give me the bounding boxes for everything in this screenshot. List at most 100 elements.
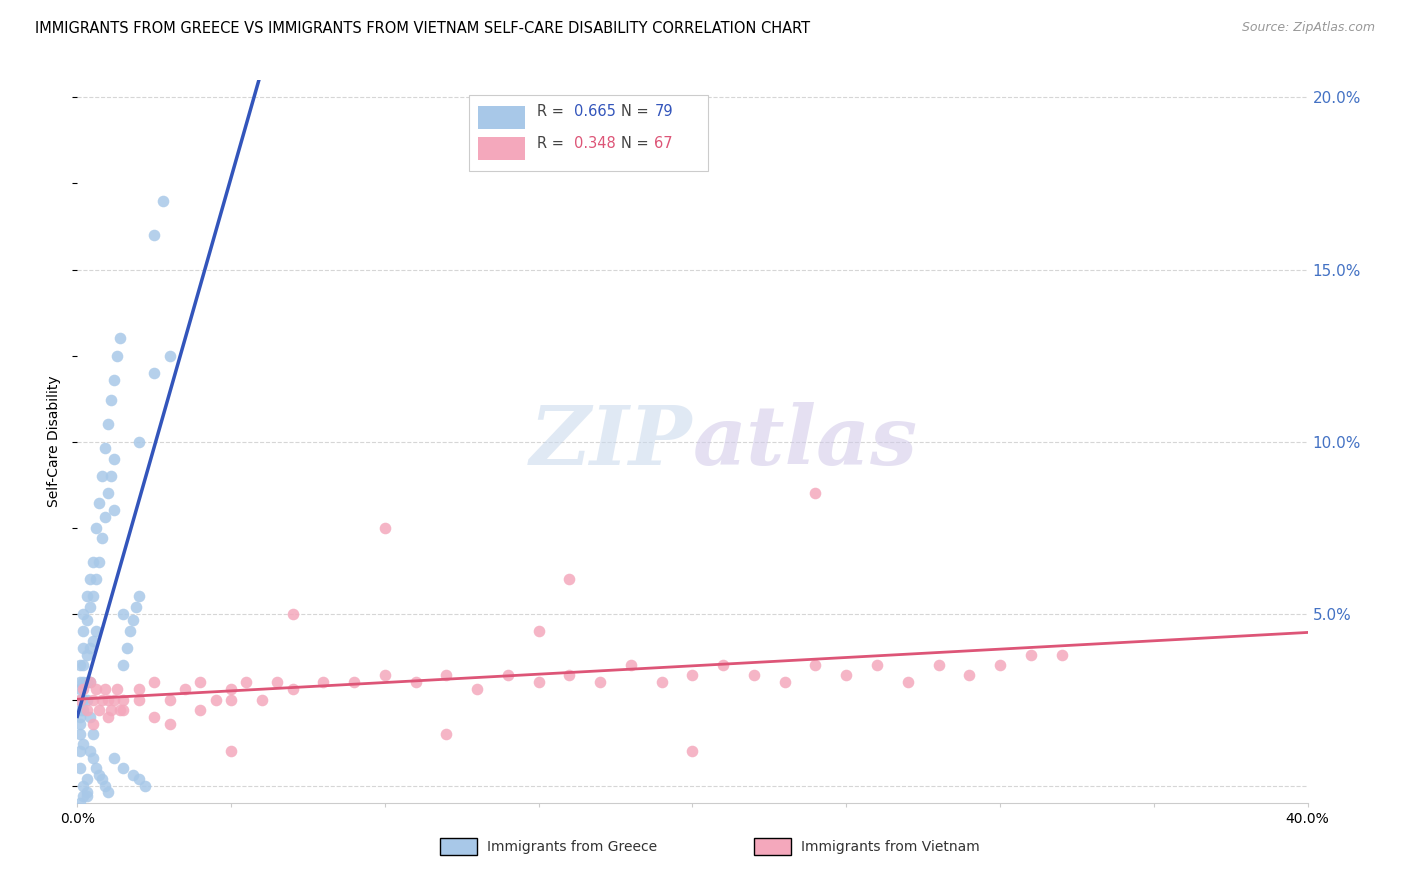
Point — [742, 668, 765, 682]
Y-axis label: Self-Care Disability: Self-Care Disability — [48, 376, 62, 508]
Point — [82, 634, 104, 648]
Point — [76, 785, 98, 799]
Point — [76, 614, 98, 628]
Point — [281, 682, 304, 697]
Point — [69, 710, 91, 724]
Point — [72, 624, 94, 638]
Point — [87, 703, 110, 717]
Point — [76, 789, 98, 803]
Point — [496, 668, 519, 682]
Point — [97, 417, 120, 432]
Point — [100, 393, 122, 408]
Point — [143, 675, 166, 690]
Point — [527, 675, 550, 690]
Point — [112, 692, 135, 706]
Point — [72, 737, 94, 751]
Point — [82, 692, 104, 706]
Point — [159, 716, 181, 731]
Point — [76, 703, 98, 717]
Point — [436, 727, 458, 741]
Point — [143, 710, 166, 724]
Text: 0.665: 0.665 — [575, 103, 616, 119]
Point — [558, 572, 581, 586]
Point — [128, 692, 150, 706]
FancyBboxPatch shape — [754, 838, 792, 855]
Point — [90, 772, 114, 786]
Point — [84, 682, 107, 697]
Point — [97, 486, 120, 500]
Point — [87, 768, 110, 782]
Point — [128, 590, 150, 604]
Point — [72, 640, 94, 655]
Point — [527, 624, 550, 638]
Point — [128, 772, 150, 786]
Point — [69, 682, 91, 697]
Point — [219, 744, 242, 758]
Point — [72, 779, 94, 793]
Point — [69, 675, 91, 690]
Point — [82, 716, 104, 731]
Point — [69, 703, 91, 717]
Point — [558, 668, 581, 682]
Point — [374, 520, 396, 534]
Text: 0.348: 0.348 — [575, 136, 616, 151]
Point — [103, 373, 125, 387]
Point — [121, 768, 143, 782]
Point — [465, 682, 488, 697]
Point — [1019, 648, 1042, 662]
Text: 79: 79 — [654, 103, 673, 119]
Point — [69, 744, 91, 758]
Text: Immigrants from Greece: Immigrants from Greece — [486, 840, 657, 854]
Point — [84, 520, 107, 534]
Point — [76, 590, 98, 604]
Point — [112, 607, 135, 621]
Point — [235, 675, 257, 690]
Point — [159, 349, 181, 363]
Point — [72, 789, 94, 803]
Point — [94, 682, 117, 697]
Point — [143, 228, 166, 243]
Point — [100, 703, 122, 717]
Point — [76, 772, 98, 786]
Point — [620, 658, 643, 673]
Point — [79, 710, 101, 724]
Point — [103, 451, 125, 466]
Point — [110, 703, 132, 717]
Point — [72, 607, 94, 621]
Point — [928, 658, 950, 673]
Point — [957, 668, 980, 682]
Point — [103, 692, 125, 706]
Point — [90, 469, 114, 483]
Point — [84, 761, 107, 775]
Point — [69, 727, 91, 741]
Point — [94, 510, 117, 524]
Point — [159, 692, 181, 706]
Text: ZIP: ZIP — [530, 401, 693, 482]
FancyBboxPatch shape — [478, 105, 526, 128]
Point — [152, 194, 174, 208]
Point — [100, 469, 122, 483]
Point — [76, 648, 98, 662]
Point — [72, 806, 94, 821]
Text: N =: N = — [621, 103, 654, 119]
Point — [94, 779, 117, 793]
Point — [219, 692, 242, 706]
Point — [76, 675, 98, 690]
Point — [72, 703, 94, 717]
Point — [72, 675, 94, 690]
Text: IMMIGRANTS FROM GREECE VS IMMIGRANTS FROM VIETNAM SELF-CARE DISABILITY CORRELATI: IMMIGRANTS FROM GREECE VS IMMIGRANTS FRO… — [35, 21, 810, 36]
Point — [72, 692, 94, 706]
Text: atlas: atlas — [693, 401, 918, 482]
Point — [866, 658, 889, 673]
Point — [281, 607, 304, 621]
Point — [90, 531, 114, 545]
FancyBboxPatch shape — [478, 137, 526, 161]
Text: 67: 67 — [654, 136, 673, 151]
Point — [112, 658, 135, 673]
FancyBboxPatch shape — [440, 838, 477, 855]
Point — [82, 555, 104, 569]
Point — [835, 668, 858, 682]
Point — [103, 503, 125, 517]
Point — [188, 675, 212, 690]
Point — [651, 675, 673, 690]
